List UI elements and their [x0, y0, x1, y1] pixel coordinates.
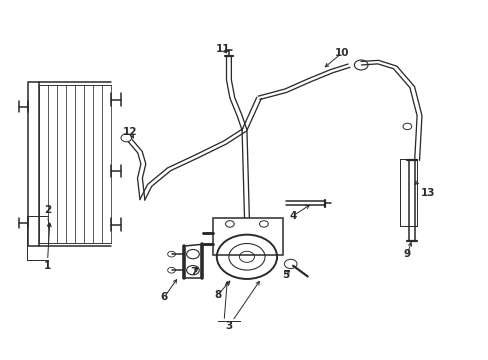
- Text: 12: 12: [123, 127, 137, 137]
- Text: 2: 2: [44, 205, 51, 215]
- Text: 3: 3: [224, 321, 232, 331]
- Text: 13: 13: [420, 188, 434, 198]
- Bar: [212, 217, 283, 255]
- Text: 9: 9: [403, 249, 410, 259]
- Text: 11: 11: [215, 44, 229, 54]
- Text: 5: 5: [282, 270, 289, 280]
- Text: 4: 4: [289, 211, 296, 221]
- Text: 10: 10: [334, 48, 348, 58]
- Text: 8: 8: [214, 290, 221, 300]
- Text: 7: 7: [189, 267, 197, 277]
- Bar: [28, 82, 39, 246]
- Text: 6: 6: [161, 292, 167, 302]
- Text: 1: 1: [44, 261, 51, 271]
